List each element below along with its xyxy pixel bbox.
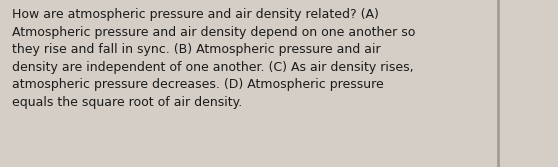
Text: How are atmospheric pressure and air density related? (A)
Atmospheric pressure a: How are atmospheric pressure and air den… [12,8,416,109]
